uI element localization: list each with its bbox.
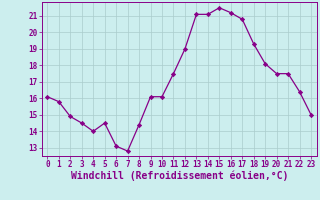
- X-axis label: Windchill (Refroidissement éolien,°C): Windchill (Refroidissement éolien,°C): [70, 171, 288, 181]
